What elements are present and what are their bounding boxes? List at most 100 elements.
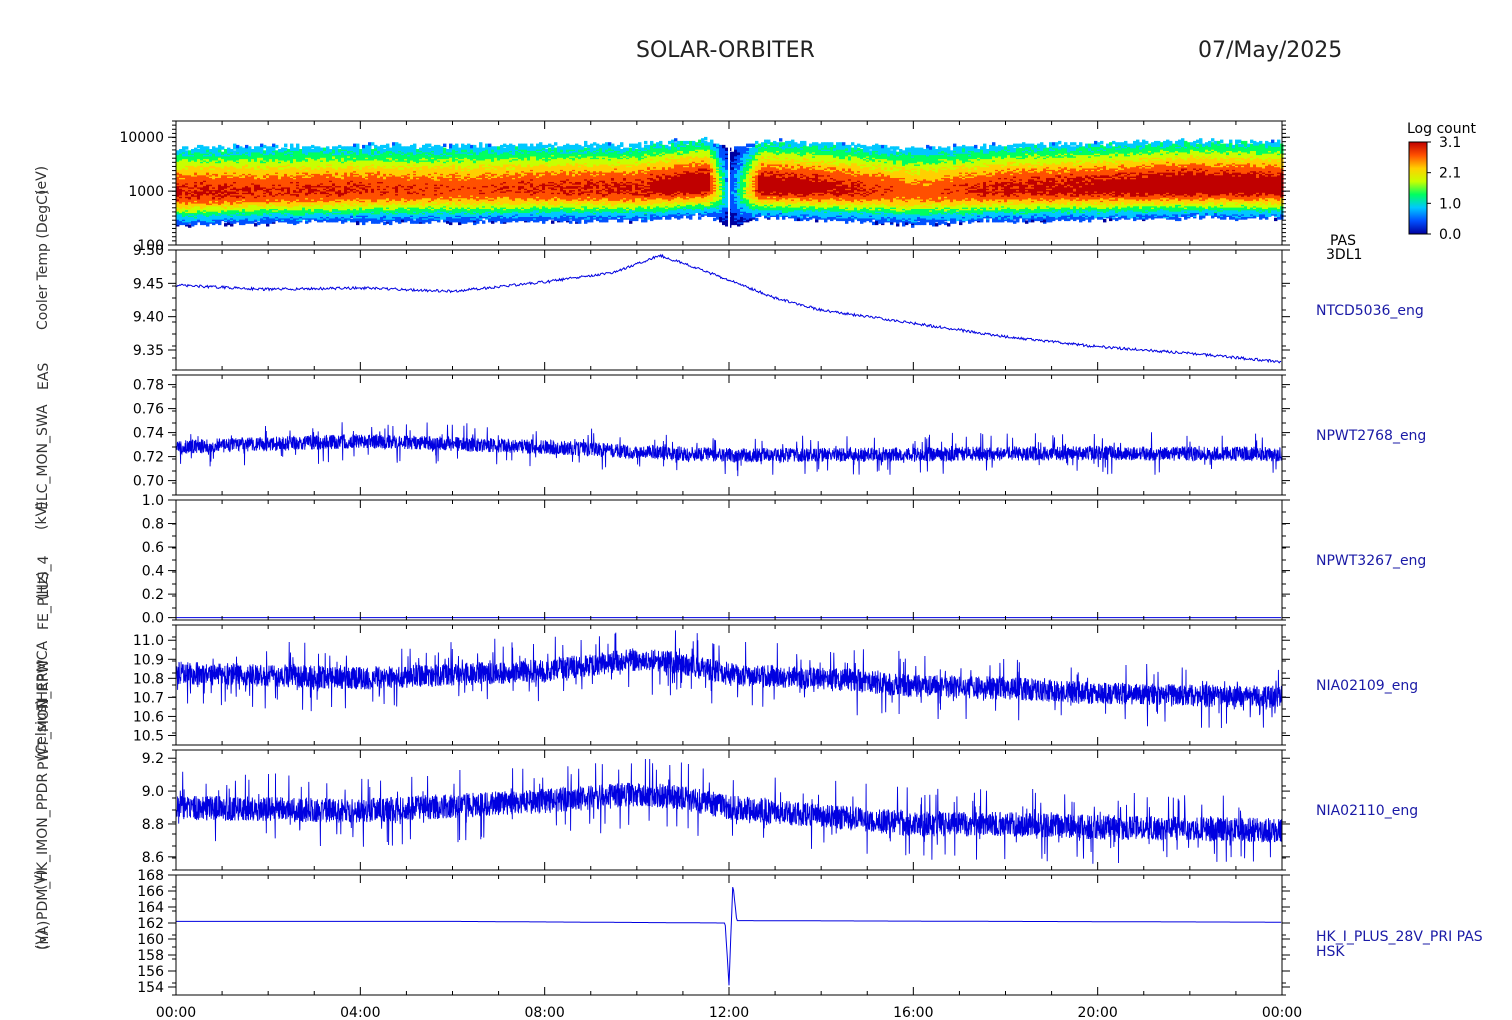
- heatmap-cell: [221, 151, 225, 156]
- heatmap-cell: [401, 219, 405, 223]
- heatmap-cell: [212, 146, 216, 150]
- heatmap-cell: [398, 219, 402, 223]
- heatmap-cell: [281, 147, 285, 151]
- heatmap-cell: [224, 149, 228, 153]
- heatmap-cell: [308, 149, 312, 153]
- heatmap-cell: [398, 143, 402, 147]
- heatmap-cell: [197, 149, 201, 153]
- heatmap-cell: [308, 146, 312, 150]
- heatmap-cell: [284, 143, 288, 147]
- heatmap-cell: [392, 149, 396, 153]
- heatmap-cell: [356, 143, 360, 147]
- heatmap-cell: [221, 146, 225, 150]
- heatmap-cell: [290, 220, 294, 224]
- heatmap-cell: [374, 147, 378, 151]
- plot-date: 07/May/2025: [1198, 38, 1342, 63]
- heatmap-cell: [401, 149, 405, 153]
- heatmap-cell: [251, 149, 255, 153]
- heatmap-cell: [257, 146, 261, 150]
- time-tick-label: 00:00: [156, 1005, 196, 1020]
- heatmap-cell: [377, 146, 381, 150]
- heatmap-cell: [218, 149, 222, 153]
- heatmap-cell: [203, 150, 207, 154]
- time-tick-label: 08:00: [524, 1005, 564, 1020]
- heatmap-cell: [320, 150, 324, 154]
- heatmap-cell: [260, 143, 264, 147]
- heatmap-cell: [254, 223, 258, 227]
- heatmap-cell: [233, 150, 237, 154]
- heatmap-cell: [263, 144, 267, 149]
- heatmap-cell: [365, 147, 369, 151]
- heatmap-cell: [299, 149, 303, 153]
- heatmap-cell: [365, 144, 369, 149]
- heatmap-cell: [380, 147, 384, 151]
- heatmap-cell: [257, 151, 261, 156]
- heatmap-cell: [356, 220, 360, 224]
- heatmap-cell: [413, 143, 417, 147]
- heatmap-cell: [386, 143, 390, 147]
- heatmap-cell: [296, 220, 300, 224]
- heatmap-cell: [236, 144, 240, 149]
- heatmap-cell: [236, 147, 240, 151]
- heatmap-cell: [413, 147, 417, 151]
- heatmap-cell: [272, 146, 276, 150]
- heatmap-cell: [338, 144, 342, 149]
- heatmap-cell: [329, 149, 333, 153]
- heatmap-cell: [362, 219, 366, 223]
- heatmap-cell: [284, 147, 288, 151]
- heatmap-cell: [440, 146, 444, 150]
- time-tick-label: 04:00: [340, 1005, 380, 1020]
- heatmap-cell: [416, 220, 420, 224]
- heatmap-cell: [260, 149, 264, 153]
- heatmap-cell: [266, 146, 270, 150]
- heatmap-cell: [344, 146, 348, 150]
- heatmap-cell: [332, 149, 336, 153]
- heatmap-cell: [434, 144, 438, 149]
- heatmap-cell: [392, 144, 396, 149]
- heatmap-cell: [188, 224, 192, 228]
- heatmap-cell: [404, 146, 408, 150]
- heatmap-cell: [362, 221, 366, 226]
- heatmap-cell: [176, 221, 180, 226]
- heatmap-cell: [368, 149, 372, 153]
- heatmap-cell: [416, 149, 420, 153]
- heatmap-cell: [245, 149, 249, 153]
- heatmap-cell: [317, 146, 321, 150]
- heatmap-cell: [239, 146, 243, 150]
- heatmap-cell: [395, 144, 399, 149]
- heatmap-cell: [410, 147, 414, 151]
- heatmap-cell: [293, 147, 297, 151]
- heatmap-cell: [200, 144, 204, 149]
- heatmap-cell: [197, 144, 201, 149]
- heatmap-cell: [245, 220, 249, 224]
- heatmap-cell: [263, 150, 267, 154]
- time-tick-label: 20:00: [1077, 1005, 1117, 1020]
- heatmap-cell: [242, 147, 246, 151]
- heatmap-cell: [233, 146, 237, 150]
- heatmap-cell: [389, 147, 393, 151]
- heatmap-cell: [323, 147, 327, 151]
- heatmap-cell: [383, 144, 387, 149]
- heatmap-cell: [206, 149, 210, 153]
- heatmap-cell: [341, 146, 345, 150]
- heatmap-cell: [260, 146, 264, 150]
- heatmap-cell: [389, 221, 393, 226]
- heatmap-cell: [305, 146, 309, 150]
- heatmap-cell: [290, 143, 294, 147]
- heatmap-cell: [344, 219, 348, 223]
- heatmap-cell: [383, 149, 387, 153]
- heatmap-cell: [437, 144, 441, 149]
- heatmap-cell: [431, 146, 435, 150]
- heatmap-cell: [185, 146, 189, 150]
- heatmap-cell: [305, 220, 309, 224]
- heatmap-cell: [296, 150, 300, 154]
- heatmap-cell: [197, 151, 201, 156]
- heatmap-cell: [347, 146, 351, 150]
- heatmap-cell: [191, 149, 195, 153]
- heatmap-cell: [272, 151, 276, 156]
- heatmap-cell: [203, 146, 207, 150]
- heatmap-cell: [206, 146, 210, 150]
- heatmap-cell: [395, 142, 399, 146]
- heatmap-cell: [374, 144, 378, 149]
